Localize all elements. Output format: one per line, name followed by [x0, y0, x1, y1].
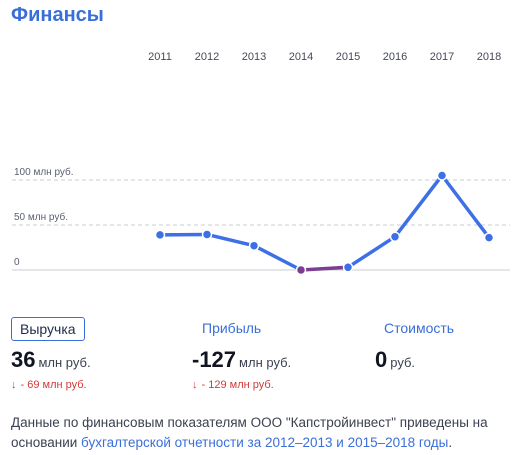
- tab-value[interactable]: Стоимость 0 руб.: [375, 317, 454, 373]
- note-text: Данные по финансовым показателям ООО "Ка…: [11, 415, 488, 450]
- year-label: 2017: [430, 51, 454, 63]
- data-source-note: Данные по финансовым показателям ООО "Ка…: [11, 413, 516, 453]
- profit-number: -127: [192, 347, 237, 372]
- year-label: 2011: [148, 51, 172, 63]
- year-label: 2012: [195, 51, 219, 63]
- note-end: .: [448, 435, 453, 450]
- data-point: [483, 232, 495, 243]
- y-tick-label: 0: [14, 257, 20, 268]
- revenue-unit: млн руб.: [38, 355, 91, 370]
- tab-revenue[interactable]: Выручка 36 млн руб. ↓ - 69 млн руб.: [11, 317, 91, 391]
- profit-change: ↓ - 129 млн руб.: [192, 379, 291, 391]
- tab-profit[interactable]: Прибыль -127 млн руб. ↓ - 129 млн руб.: [192, 317, 291, 391]
- reports-link[interactable]: бухгалтерской отчетности за 2012–2013 и …: [81, 435, 449, 450]
- year-label: 2013: [242, 51, 266, 63]
- year-label: 2015: [336, 51, 360, 63]
- metrics-tabs: Выручка 36 млн руб. ↓ - 69 млн руб. Прибыл…: [0, 317, 523, 397]
- value-value: 0 руб.: [375, 347, 454, 373]
- finance-chart: 100 млн руб. 50 млн руб. 0 2011 2012 2013 2014…: [0, 40, 523, 290]
- tab-value-label[interactable]: Стоимость: [384, 320, 455, 336]
- series-line-segment: [440, 173, 491, 240]
- year-label: 2014: [289, 51, 313, 63]
- arrow-down-icon: ↓: [192, 379, 198, 391]
- data-point: [154, 229, 166, 241]
- series-line-segment: [252, 243, 303, 272]
- profit-change-value: - 129 млн руб.: [201, 379, 274, 391]
- year-label: 2018: [477, 51, 501, 63]
- series-line-segment: [393, 173, 444, 239]
- revenue-value: 36 млн руб.: [11, 347, 91, 373]
- data-point: [248, 240, 260, 251]
- data-point: [295, 264, 307, 276]
- chart-svg: 100 млн руб. 50 млн руб. 0 2011 2012 2013 2014…: [12, 51, 510, 276]
- series-line-segment: [299, 265, 350, 272]
- section-title: Финансы: [11, 4, 104, 26]
- tab-profit-label[interactable]: Прибыль: [202, 320, 262, 336]
- y-tick-label: 50 млн руб.: [14, 211, 68, 223]
- profit-unit: млн руб.: [239, 355, 292, 370]
- data-point: [342, 262, 354, 273]
- revenue-number: 36: [11, 347, 36, 372]
- value-unit: руб.: [390, 355, 416, 370]
- arrow-down-icon: ↓: [11, 379, 17, 391]
- data-point: [201, 229, 213, 240]
- data-point: [436, 170, 448, 181]
- y-tick-label: 100 млн руб.: [14, 166, 74, 178]
- series-line-segment: [346, 234, 397, 270]
- tab-revenue-label[interactable]: Выручка: [11, 317, 85, 341]
- revenue-change-value: - 69 млн руб.: [20, 379, 87, 391]
- series-line-segment: [205, 232, 256, 248]
- value-number: 0: [375, 347, 388, 372]
- profit-value: -127 млн руб.: [192, 347, 291, 373]
- revenue-change: ↓ - 69 млн руб.: [11, 379, 91, 391]
- year-label: 2016: [383, 51, 407, 63]
- data-point: [389, 231, 401, 242]
